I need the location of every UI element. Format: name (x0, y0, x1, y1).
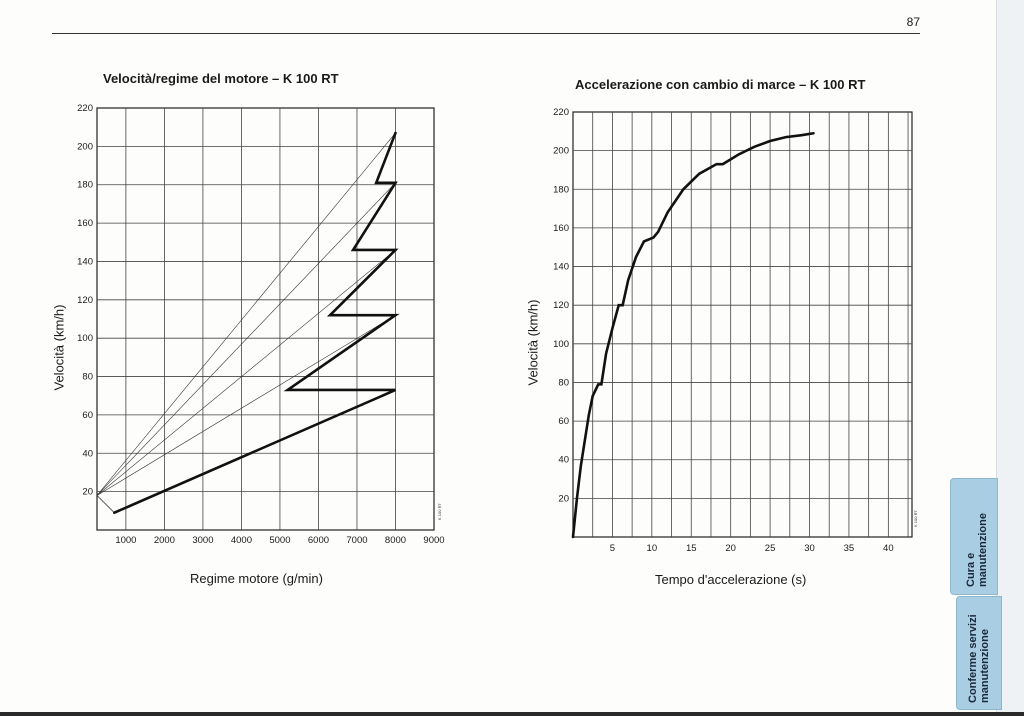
tab-conferme-servizi[interactable]: Conferme servizi manutenzione (956, 596, 1002, 710)
chart-0-xtick-label: 8000 (385, 535, 406, 546)
chart-0-ytick-label: 120 (77, 295, 93, 306)
chart-0-xtick-label: 2000 (154, 535, 175, 546)
tab-confirm-line-1: Conferme servizi (967, 614, 979, 703)
chart-0-ytick-label: 140 (77, 256, 93, 267)
chart-1-ytick-label: 20 (558, 493, 569, 504)
chart-1-frame (572, 111, 913, 538)
chart-1-ytick-label: 120 (553, 300, 569, 311)
chart-0-ytick-label: 200 (77, 141, 93, 152)
chart-1-xtick-label: 35 (844, 543, 855, 554)
chart-0-gear-line (96, 182, 396, 496)
chart-1-ytick-label: 80 (558, 377, 569, 388)
chart-0-gear-line (96, 314, 396, 496)
page-number: 87 (906, 15, 920, 29)
chart-0-gear-line (96, 132, 396, 496)
chart-0-ytick-label: 160 (77, 218, 93, 229)
chart-1-xtick-label: 10 (647, 543, 658, 554)
chart-1-ytick-label: 60 (558, 416, 569, 427)
chart-1-xtick-label: 20 (725, 543, 736, 554)
chart-speed-rpm-title: Velocità/regime del motore – K 100 RT (103, 71, 339, 86)
chart-1-code-label: K 100 RT (913, 510, 918, 527)
chart-1-xtick-label: 40 (883, 543, 894, 554)
tab-cura-manutenzione-label: Cura e manutenzione (965, 513, 989, 587)
chart-0-xtick-label: 3000 (192, 535, 213, 546)
chart-1-series-0-line (571, 131, 815, 539)
chart-1-xtick-label: 5 (610, 543, 615, 554)
chart-speed-rpm-xlabel: Regime motore (g/min) (190, 571, 323, 586)
chart-0-xtick-label: 4000 (231, 535, 252, 546)
chart-1-ytick-label: 100 (553, 339, 569, 350)
tab-cura-manutenzione[interactable]: Cura e manutenzione (950, 478, 998, 595)
chart-1-group: 20 40 60 80 100 120 140 160 180 200 220 5 10 15 20 25 30… (553, 107, 918, 554)
chart-0-xtick-label: 9000 (423, 535, 444, 546)
chart-0-ytick-label: 80 (82, 372, 93, 383)
chart-1-xtick-label: 25 (765, 543, 776, 554)
chart-0-xtick-label: 7000 (346, 535, 367, 546)
chart-0-ytick-label: 20 (82, 487, 93, 498)
chart-1-ytick-label: 40 (558, 455, 569, 466)
chart-0-series-0-line (113, 131, 400, 515)
chart-acceleration-xlabel: Tempo d'accelerazione (s) (655, 572, 807, 587)
tab-confirm-line-2: manutenzione (979, 629, 991, 703)
chart-0-ytick-label: 100 (77, 333, 93, 344)
chart-0-origin-arc (96, 495, 115, 514)
chart-0-ytick-label: 60 (82, 410, 93, 421)
chart-acceleration-title: Accelerazione con cambio di marce – K 10… (575, 77, 866, 92)
chart-0-xtick-label: 6000 (308, 535, 329, 546)
chart-0-group: 20 40 60 80 100 120 140 160 180 200 220 1000 2000 300… (77, 103, 444, 546)
chart-1-ytick-label: 140 (553, 262, 569, 273)
chart-0-xtick-label: 5000 (269, 535, 290, 546)
chart-1-xtick-label: 30 (804, 543, 815, 554)
chart-0-ytick-label: 180 (77, 180, 93, 191)
chart-0-gear-line (96, 249, 396, 496)
chart-0-ytick-label: 220 (77, 103, 93, 114)
chart-0-frame (96, 107, 435, 531)
chart-0-xtick-label: 1000 (115, 535, 136, 546)
top-rule (52, 33, 920, 34)
tab-care-line-2: manutenzione (977, 513, 989, 587)
chart-1-ytick-label: 220 (553, 107, 569, 118)
chart-1-ytick-label: 180 (553, 184, 569, 195)
tab-care-line-1: Cura e (965, 552, 977, 587)
chart-1-ytick-label: 160 (553, 223, 569, 234)
chart-0-ytick-label: 40 (82, 448, 93, 459)
tab-conferme-servizi-label: Conferme servizi manutenzione (967, 614, 991, 703)
page-bottom-edge (0, 712, 1024, 716)
chart-1-xtick-label: 15 (686, 543, 697, 554)
chart-0-code-label: K 100 RT (437, 503, 442, 520)
chart-1-ytick-label: 200 (553, 146, 569, 157)
